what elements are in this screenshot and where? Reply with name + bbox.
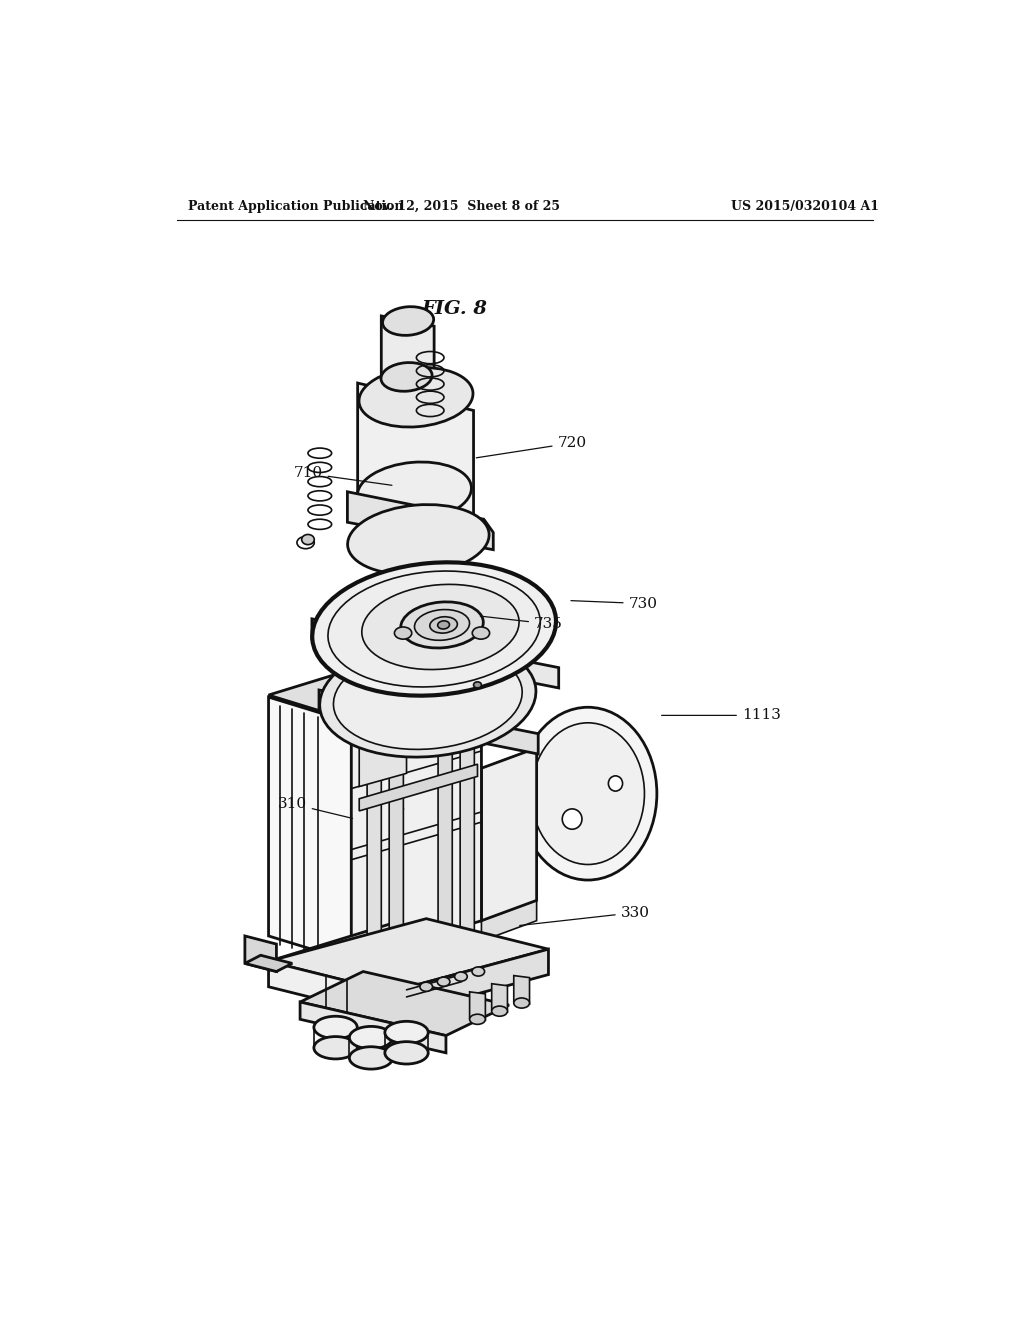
Text: 720: 720 [476, 436, 587, 458]
Polygon shape [359, 708, 438, 787]
Polygon shape [357, 383, 473, 519]
Ellipse shape [472, 627, 489, 639]
Polygon shape [319, 690, 539, 754]
Polygon shape [492, 983, 508, 1012]
Ellipse shape [314, 1036, 357, 1059]
Ellipse shape [562, 809, 582, 829]
Text: FIG. 8: FIG. 8 [421, 300, 487, 318]
Polygon shape [300, 1002, 446, 1053]
Ellipse shape [394, 805, 403, 812]
Ellipse shape [328, 572, 541, 686]
Ellipse shape [492, 1006, 508, 1016]
Text: 710: 710 [294, 466, 392, 486]
Polygon shape [300, 972, 509, 1036]
Ellipse shape [361, 585, 519, 669]
Polygon shape [481, 900, 537, 941]
Ellipse shape [519, 708, 656, 880]
Ellipse shape [385, 1022, 428, 1044]
Polygon shape [389, 721, 403, 948]
Ellipse shape [466, 780, 473, 787]
Ellipse shape [470, 1014, 485, 1024]
Polygon shape [481, 748, 537, 788]
Ellipse shape [400, 602, 483, 648]
Text: 730: 730 [571, 597, 657, 611]
Polygon shape [268, 697, 351, 961]
Ellipse shape [359, 367, 473, 428]
Polygon shape [268, 961, 391, 1018]
Polygon shape [268, 924, 481, 987]
Ellipse shape [437, 977, 450, 986]
Ellipse shape [347, 504, 489, 574]
Polygon shape [481, 748, 537, 921]
Ellipse shape [297, 536, 314, 549]
Ellipse shape [455, 972, 467, 981]
Ellipse shape [394, 627, 412, 639]
Ellipse shape [302, 535, 314, 545]
Polygon shape [245, 936, 276, 972]
Ellipse shape [472, 968, 484, 975]
Polygon shape [312, 619, 559, 688]
Polygon shape [470, 991, 485, 1020]
Text: 330: 330 [519, 906, 649, 925]
Polygon shape [268, 919, 549, 991]
Text: Nov. 12, 2015  Sheet 8 of 25: Nov. 12, 2015 Sheet 8 of 25 [364, 199, 560, 213]
Text: 1113: 1113 [662, 709, 780, 722]
Polygon shape [514, 975, 529, 1005]
Polygon shape [268, 657, 481, 721]
Ellipse shape [608, 776, 623, 791]
Ellipse shape [430, 616, 458, 634]
Text: 735: 735 [480, 616, 563, 631]
Polygon shape [438, 710, 453, 937]
Ellipse shape [349, 1047, 393, 1069]
Polygon shape [351, 685, 481, 961]
Ellipse shape [394, 755, 402, 762]
Text: 310: 310 [278, 797, 352, 818]
Polygon shape [359, 764, 477, 810]
Polygon shape [460, 708, 474, 935]
Polygon shape [367, 722, 381, 949]
Polygon shape [381, 315, 434, 387]
Ellipse shape [334, 647, 522, 750]
Text: US 2015/0320104 A1: US 2015/0320104 A1 [731, 199, 880, 213]
Ellipse shape [357, 462, 471, 521]
Ellipse shape [314, 1016, 357, 1039]
Ellipse shape [415, 610, 470, 640]
Ellipse shape [319, 639, 536, 758]
Ellipse shape [383, 306, 433, 335]
Ellipse shape [385, 1041, 428, 1064]
Ellipse shape [473, 682, 481, 688]
Ellipse shape [381, 363, 432, 391]
Ellipse shape [312, 562, 556, 696]
Ellipse shape [437, 620, 450, 630]
Text: Patent Application Publication: Patent Application Publication [188, 199, 403, 213]
Polygon shape [391, 949, 549, 1018]
Ellipse shape [420, 982, 432, 991]
Ellipse shape [531, 723, 644, 865]
Ellipse shape [349, 1027, 393, 1049]
Polygon shape [245, 956, 292, 972]
Ellipse shape [514, 998, 529, 1008]
Polygon shape [347, 492, 494, 549]
